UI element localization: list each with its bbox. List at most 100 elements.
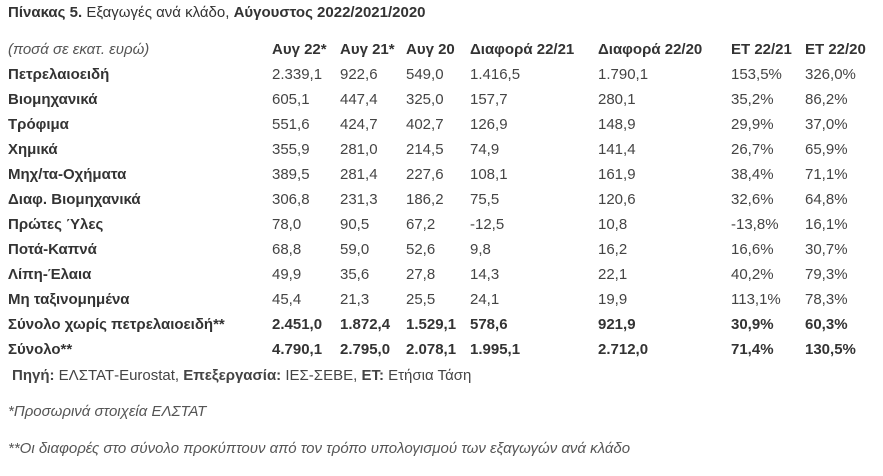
column-header: Αυγ 22*	[272, 41, 327, 58]
cell-value: 2.712,0	[598, 341, 649, 358]
cell-value: 90,5	[340, 216, 370, 233]
title-label: Πίνακας 5.	[8, 4, 83, 21]
title-period: Αύγουστος 2022/2021/2020	[233, 4, 426, 21]
cell-value: 4.790,1	[272, 341, 323, 358]
cell-value: 35,6	[340, 266, 370, 283]
column-header: ΕΤ 22/20	[805, 41, 866, 58]
source-label: Πηγή:	[12, 367, 55, 384]
cell-value: 16,6%	[731, 241, 774, 258]
cell-value: 24,1	[470, 291, 500, 308]
cell-value: 67,2	[406, 216, 436, 233]
cell-value: 922,6	[340, 66, 378, 83]
row-label: Πετρελαιοειδή	[8, 66, 110, 83]
row-label: Ποτά-Καπνά	[8, 241, 97, 258]
cell-value: 120,6	[598, 191, 636, 208]
cell-value: 281,4	[340, 166, 378, 183]
cell-value: 325,0	[406, 91, 444, 108]
cell-value: 578,6	[470, 316, 508, 333]
cell-value: 2.451,0	[272, 316, 323, 333]
cell-value: 186,2	[406, 191, 444, 208]
cell-value: 74,9	[470, 141, 500, 158]
cell-value: 424,7	[340, 116, 378, 133]
cell-value: 108,1	[470, 166, 508, 183]
cell-value: 549,0	[406, 66, 444, 83]
cell-value: 65,9%	[805, 141, 848, 158]
cell-value: 45,4	[272, 291, 302, 308]
column-header: Διαφορά 22/21	[470, 41, 575, 58]
cell-value: 78,3%	[805, 291, 848, 308]
cell-value: 2.339,1	[272, 66, 323, 83]
column-header: ΕΤ 22/21	[731, 41, 792, 58]
cell-value: 68,8	[272, 241, 302, 258]
footnote: *Προσωρινά στοιχεία ΕΛΣΤΑΤ	[8, 403, 207, 420]
source-label: Επεξεργασία:	[183, 367, 282, 384]
cell-value: 1.416,5	[470, 66, 521, 83]
cell-value: 32,6%	[731, 191, 774, 208]
cell-value: 157,7	[470, 91, 508, 108]
cell-value: 447,4	[340, 91, 378, 108]
column-header: Αυγ 21*	[340, 41, 395, 58]
cell-value: 25,5	[406, 291, 436, 308]
cell-value: 64,8%	[805, 191, 848, 208]
column-header: (ποσά σε εκατ. ευρώ)	[8, 41, 150, 58]
cell-value: 326,0%	[805, 66, 856, 83]
title-text: Εξαγωγές ανά κλάδο,	[86, 4, 230, 21]
cell-value: 29,9%	[731, 116, 774, 133]
cell-value: 71,4%	[731, 341, 774, 358]
source: Πηγή: ΕΛΣΤΑΤ-Eurostat, Επεξεργασία: ΙΕΣ-…	[12, 367, 471, 384]
cell-value: -12,5	[470, 216, 505, 233]
source-text: Ετήσια Τάση	[388, 367, 472, 384]
cell-value: 1.872,4	[340, 316, 391, 333]
cell-value: 86,2%	[805, 91, 848, 108]
cell-value: 22,1	[598, 266, 628, 283]
cell-value: 52,6	[406, 241, 436, 258]
cell-value: 227,6	[406, 166, 444, 183]
cell-value: 78,0	[272, 216, 302, 233]
cell-value: 306,8	[272, 191, 310, 208]
cell-value: 231,3	[340, 191, 378, 208]
cell-value: 27,8	[406, 266, 436, 283]
cell-value: 126,9	[470, 116, 508, 133]
title: Πίνακας 5. Εξαγωγές ανά κλάδο, Αύγουστος…	[8, 4, 426, 21]
cell-value: 16,1%	[805, 216, 848, 233]
cell-value: 921,9	[598, 316, 636, 333]
cell-value: -13,8%	[731, 216, 779, 233]
row-label: Βιομηχανικά	[8, 91, 98, 108]
cell-value: 14,3	[470, 266, 500, 283]
cell-value: 75,5	[470, 191, 500, 208]
cell-value: 30,9%	[731, 316, 774, 333]
cell-value: 26,7%	[731, 141, 774, 158]
cell-value: 59,0	[340, 241, 370, 258]
row-label: Λίπη-Έλαια	[8, 266, 92, 283]
cell-value: 355,9	[272, 141, 310, 158]
cell-value: 141,4	[598, 141, 636, 158]
cell-value: 2.795,0	[340, 341, 391, 358]
cell-value: 38,4%	[731, 166, 774, 183]
source-text: ΙΕΣ-ΣΕΒΕ,	[285, 367, 358, 384]
cell-value: 605,1	[272, 91, 310, 108]
cell-value: 402,7	[406, 116, 444, 133]
cell-value: 161,9	[598, 166, 636, 183]
cell-value: 9,8	[470, 241, 491, 258]
row-label: Διαφ. Βιομηχανικά	[8, 191, 141, 208]
column-header: Αυγ 20	[406, 41, 455, 58]
cell-value: 71,1%	[805, 166, 848, 183]
cell-value: 130,5%	[805, 341, 856, 358]
cell-value: 19,9	[598, 291, 628, 308]
cell-value: 37,0%	[805, 116, 848, 133]
row-label: Σύνολο χωρίς πετρελαιοειδή**	[8, 316, 225, 333]
cell-value: 16,2	[598, 241, 628, 258]
source-text: ΕΛΣΤΑΤ-Eurostat,	[58, 367, 180, 384]
cell-value: 280,1	[598, 91, 636, 108]
cell-value: 49,9	[272, 266, 302, 283]
cell-value: 10,8	[598, 216, 628, 233]
cell-value: 30,7%	[805, 241, 848, 258]
row-label: Μη ταξινομημένα	[8, 291, 130, 308]
cell-value: 153,5%	[731, 66, 782, 83]
row-label: Πρώτες Ύλες	[8, 216, 104, 233]
cell-value: 21,3	[340, 291, 370, 308]
cell-value: 79,3%	[805, 266, 848, 283]
cell-value: 281,0	[340, 141, 378, 158]
cell-value: 113,1%	[731, 291, 781, 308]
